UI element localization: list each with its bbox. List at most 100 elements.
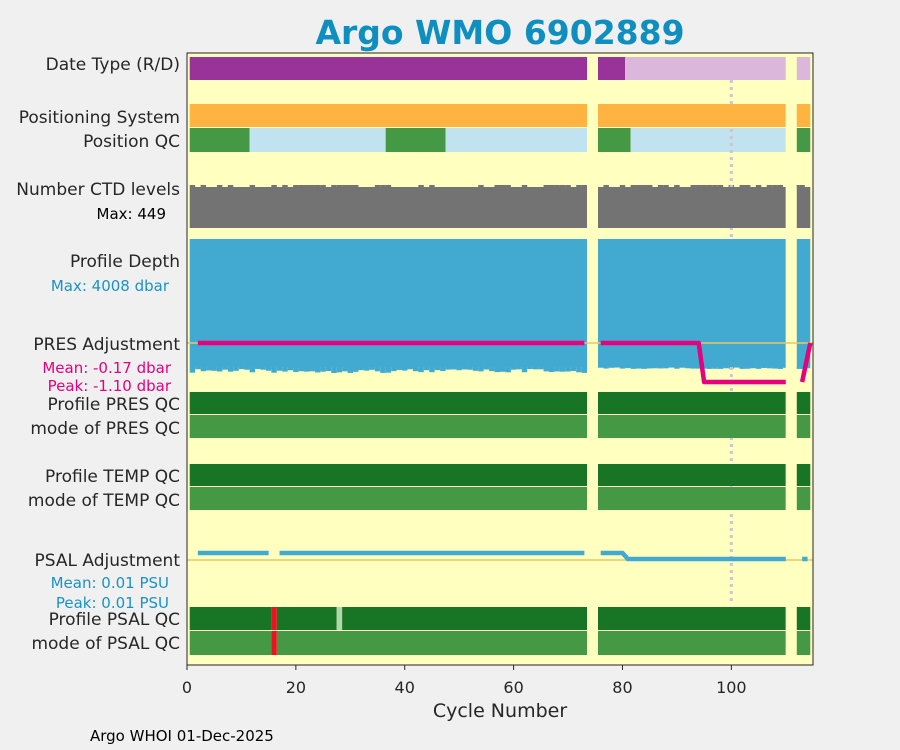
ctd-level-peak-27 — [331, 185, 337, 187]
ctd-level-peak-85 — [646, 185, 653, 187]
pres-adjustment-line-2 — [799, 342, 813, 383]
profile-depth-cycle-91 — [679, 367, 686, 368]
ctd-level-peak-107 — [766, 185, 773, 187]
label-mode-psal-qc: mode of PSAL QC — [31, 634, 180, 654]
ctd-level-peak-58 — [500, 185, 506, 187]
profile-depth-cycle-31 — [353, 367, 359, 372]
mode-temp-qc-segment-1 — [597, 487, 786, 510]
x-tick-label-40: 40 — [395, 678, 415, 697]
profile-depth-cycle-65 — [538, 367, 544, 370]
data-gap-0 — [587, 53, 598, 665]
label-profile-pres-qc: Profile PRES QC — [47, 395, 180, 415]
ctd-level-peak-105 — [755, 185, 762, 187]
profile-depth-cycle-101 — [734, 367, 740, 368]
ctd-level-peak-80 — [619, 185, 626, 187]
ctd-level-peak-90 — [674, 185, 680, 187]
profile-depth-cycle-94 — [695, 367, 702, 369]
profile-depth-cycle-7 — [222, 367, 228, 370]
profile-depth-cycle-90 — [674, 367, 680, 369]
ctd-levels-bar-2 — [796, 187, 811, 228]
mode-pres-qc-segment-2 — [796, 415, 811, 438]
profile-depth-cycle-24 — [314, 367, 321, 373]
position-qc-segment-4 — [597, 128, 631, 152]
profile-depth-cycle-82 — [630, 367, 637, 369]
label-pres-adjustment: PRES Adjustment — [33, 335, 180, 355]
profile-pres-qc-marker-cover-1 — [729, 392, 734, 414]
label-mode-pres-qc: mode of PRES QC — [30, 419, 180, 439]
ctd-level-peak-97 — [712, 185, 718, 187]
profile-temp-qc-segment-0 — [189, 464, 588, 486]
ctd-level-peak-96 — [706, 185, 713, 187]
profile-pres-qc-segment-1 — [597, 392, 786, 414]
profile-depth-cycle-44 — [423, 367, 430, 371]
profile-psal-qc-segment-5 — [597, 607, 786, 630]
profile-depth-cycle-39 — [396, 367, 403, 370]
profile-depth-cycle-43 — [418, 367, 424, 373]
positioning-system-segment-1 — [597, 104, 786, 127]
profile-depth-cycle-97 — [712, 367, 718, 369]
mode-psal-qc-segment-4 — [796, 631, 811, 655]
pres-mean-label: Mean: -0.17 dbar — [42, 359, 172, 377]
profile-depth-cycle-63 — [527, 367, 533, 370]
profile-depth-cycle-32 — [358, 367, 364, 371]
profile-depth-cycle-49 — [451, 367, 457, 370]
profile-depth-cycle-5 — [211, 367, 217, 371]
profile-depth-cycle-56 — [489, 367, 495, 372]
ctd-level-peak-35 — [374, 185, 381, 187]
profile-depth-cycle-84 — [641, 367, 647, 369]
label-position-qc: Position QC — [83, 132, 180, 152]
ctd-level-peak-82 — [630, 185, 637, 187]
profile-depth-cycle-42 — [412, 367, 419, 372]
profile-depth-cycle-51 — [461, 367, 468, 370]
ctd-level-peak-77 — [603, 185, 609, 187]
x-tick-label-20: 20 — [286, 678, 306, 697]
profile-depth-cycle-13 — [255, 367, 261, 370]
profile-depth-cycle-89 — [668, 367, 675, 368]
profile-depth-cycle-16 — [271, 367, 277, 373]
plot-frame — [186, 52, 814, 666]
profile-depth-cycle-78 — [608, 367, 615, 368]
profile-depth-cycle-70 — [565, 367, 571, 372]
ctd-level-peak-62 — [521, 185, 528, 187]
profile-depth-cycle-107 — [766, 367, 773, 369]
ctd-level-peak-45 — [429, 185, 435, 187]
profile-depth-cycle-98 — [717, 367, 724, 369]
ctd-level-peak-83 — [636, 185, 642, 187]
label-positioning-system: Positioning System — [19, 108, 180, 128]
profile-depth-cycle-20 — [293, 367, 299, 373]
profile-depth-cycle-108 — [772, 367, 778, 369]
mode-temp-qc-segment-2 — [796, 487, 811, 510]
profile-depth-cycle-57 — [494, 367, 500, 373]
profile-depth-cycle-19 — [287, 367, 294, 371]
profile-depth-cycle-76 — [597, 367, 604, 368]
ctd-level-peak-102 — [739, 185, 745, 187]
profile-depth-cycle-35 — [374, 367, 381, 372]
ctd-level-peak-25 — [320, 185, 326, 187]
profile-depth-cycle-46 — [434, 367, 441, 371]
psal-mean-label: Mean: 0.01 PSU — [51, 574, 169, 592]
mode-pres-qc-segment-0 — [189, 415, 588, 438]
positioning-system-segment-2 — [796, 104, 811, 127]
profile-psal-qc-segment-3 — [336, 607, 343, 630]
ctd-level-peak-88 — [663, 185, 669, 187]
ctd-level-peak-73 — [581, 185, 588, 187]
profile-depth-cycle-25 — [320, 367, 326, 372]
x-tick-label-60: 60 — [503, 678, 523, 697]
profile-depth-cycle-11 — [244, 367, 250, 370]
profile-depth-bar-1 — [597, 239, 786, 367]
ctd-level-peak-108 — [772, 185, 778, 187]
profile-depth-bar-0 — [189, 239, 588, 367]
profile-depth-cycle-1 — [189, 367, 196, 373]
profile-depth-cycle-26 — [325, 367, 332, 372]
ctd-level-peak-20 — [293, 185, 299, 187]
profile-depth-cycle-53 — [472, 367, 479, 371]
ctd-level-peak-95 — [701, 185, 707, 187]
ctd-level-peak-24 — [314, 185, 321, 187]
profile-depth-cycle-2 — [195, 367, 201, 370]
label-profile-depth: Profile Depth — [70, 252, 180, 272]
profile-depth-cycle-54 — [478, 367, 484, 372]
ctd-level-peak-103 — [744, 185, 751, 187]
ctd-level-peak-93 — [690, 185, 696, 187]
ctd-level-peak-84 — [641, 185, 647, 187]
profile-depth-cycle-14 — [260, 367, 266, 370]
